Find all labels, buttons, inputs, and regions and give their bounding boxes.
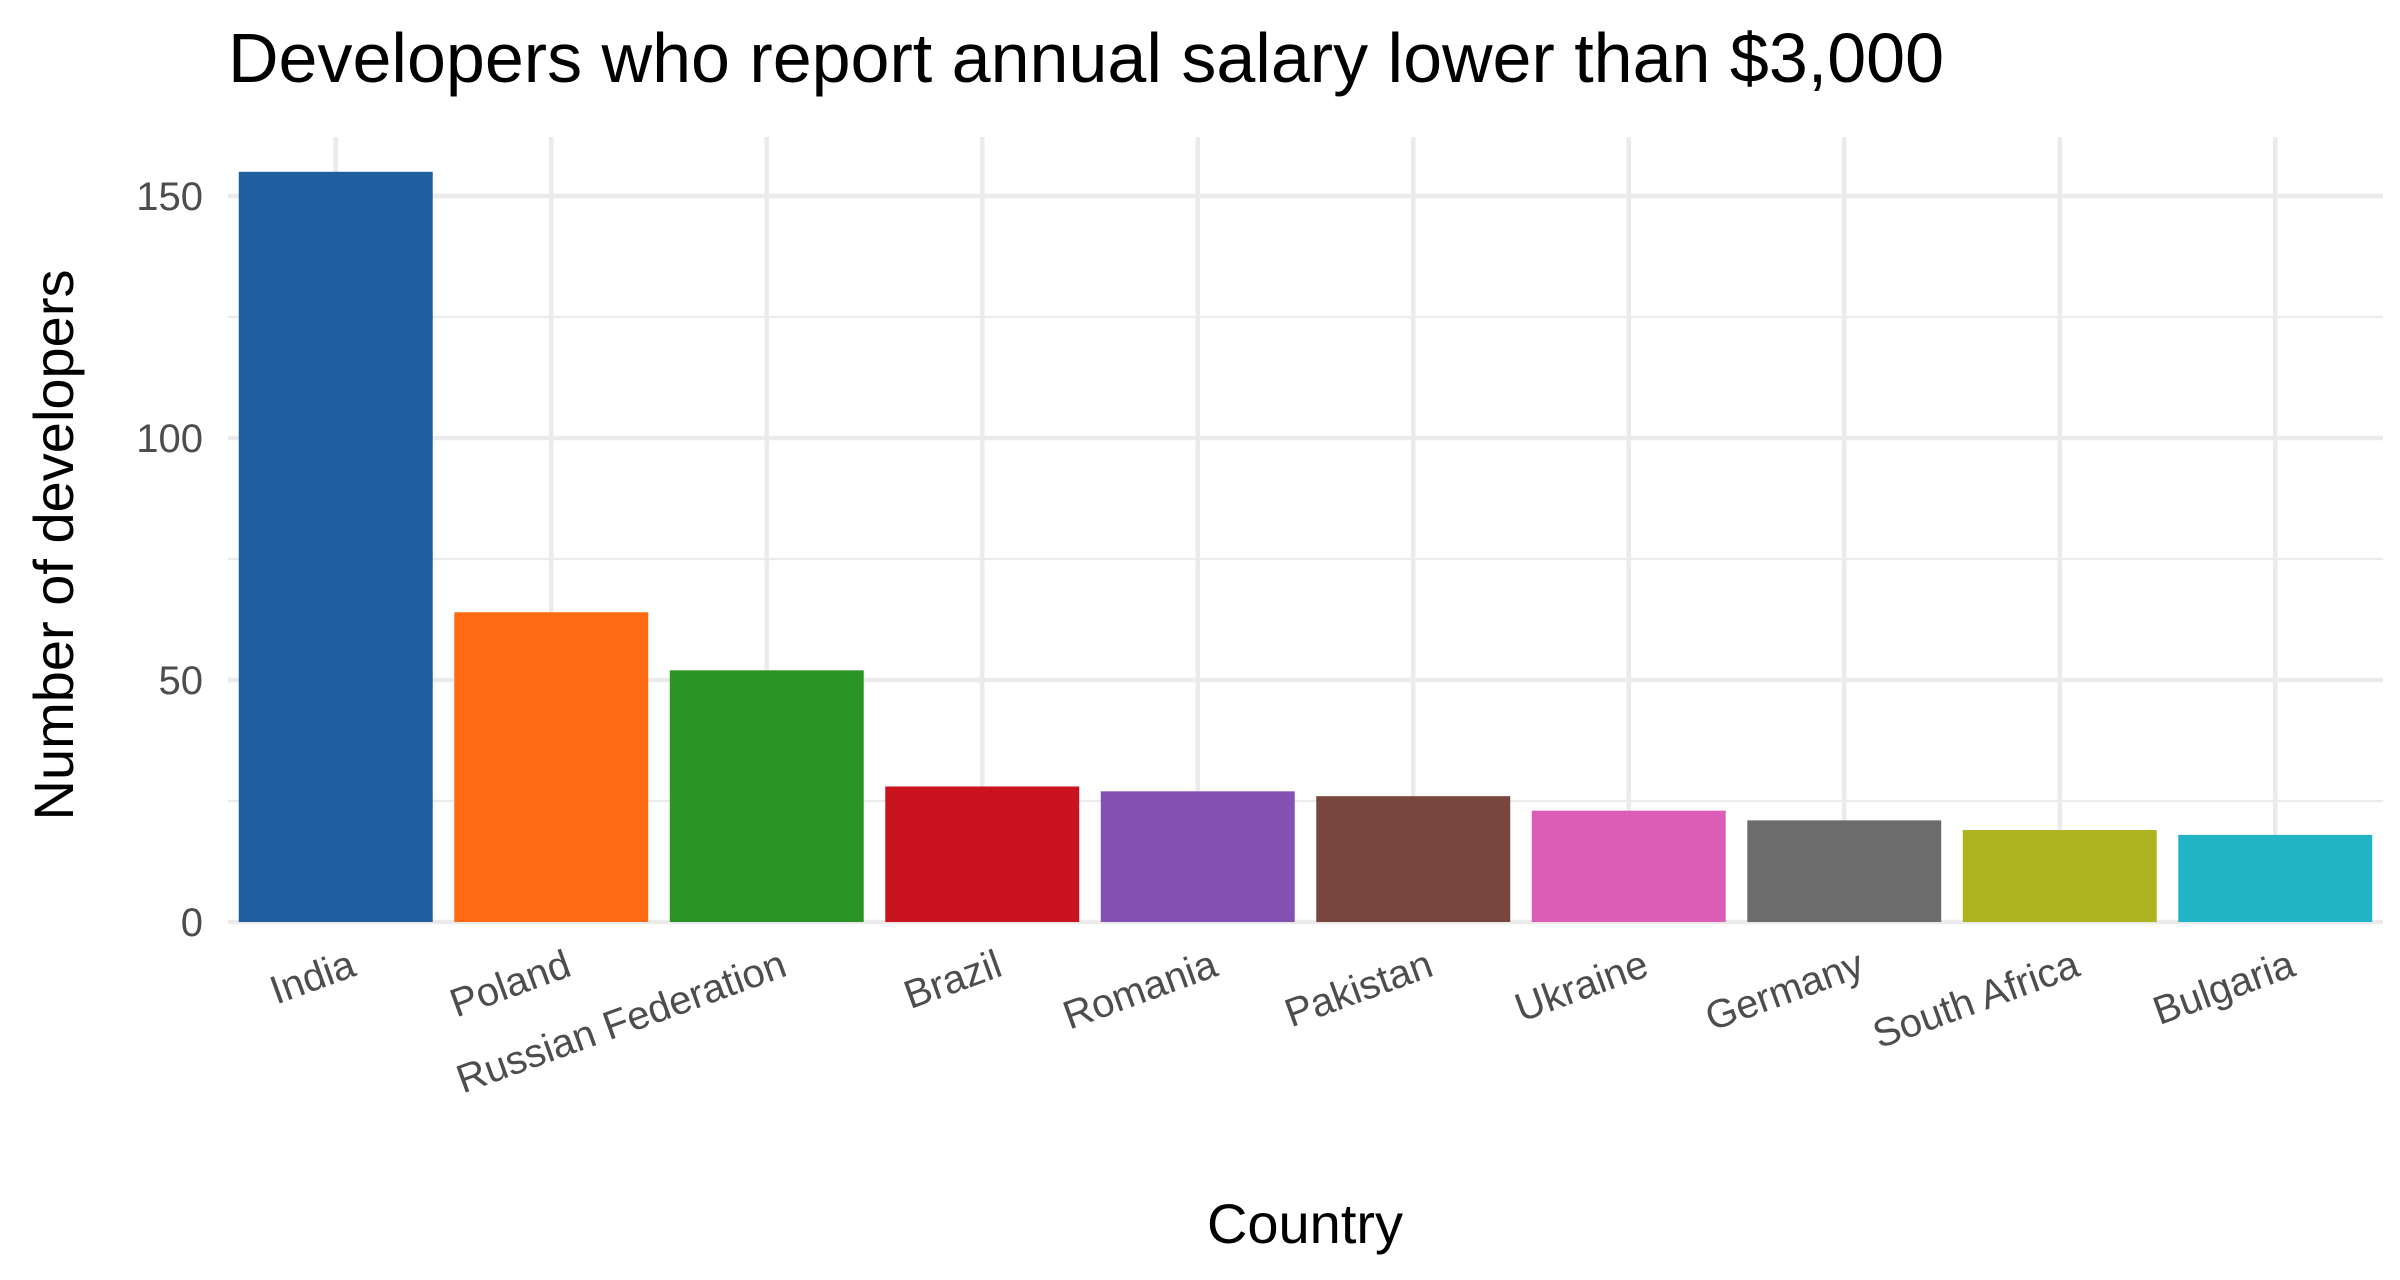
bars xyxy=(238,171,2373,923)
grid-lines xyxy=(228,137,2383,925)
bar-ukraine xyxy=(1531,810,1726,922)
bar-south-africa xyxy=(1962,830,2157,922)
bar-germany xyxy=(1747,820,1942,922)
bar-pakistan xyxy=(1316,796,1511,922)
bar-india xyxy=(238,171,433,923)
y-axis-title: Number of developers xyxy=(22,270,85,821)
y-axis-tick-labels: 0 50 100 150 xyxy=(136,175,203,945)
y-tick-label: 0 xyxy=(181,901,203,945)
x-tick-label: Poland xyxy=(444,942,576,1026)
x-axis-title: Country xyxy=(1207,1192,1403,1255)
y-tick-label: 50 xyxy=(159,659,204,703)
x-tick-label: Bulgaria xyxy=(2147,942,2301,1034)
y-tick-label: 100 xyxy=(136,417,203,461)
bar-brazil xyxy=(885,786,1080,922)
bar-poland xyxy=(454,612,649,922)
bar-bulgaria xyxy=(2178,834,2373,922)
x-tick-label: Romania xyxy=(1057,942,1223,1038)
x-tick-label: South Africa xyxy=(1867,942,2085,1057)
x-tick-label: Brazil xyxy=(898,942,1007,1018)
bar-russian-federation xyxy=(669,670,864,922)
bar-romania xyxy=(1100,791,1295,922)
x-tick-label: Pakistan xyxy=(1279,942,1438,1036)
chart-title: Developers who report annual salary lowe… xyxy=(228,19,1944,97)
x-tick-label: India xyxy=(264,942,361,1013)
x-tick-label: Ukraine xyxy=(1509,942,1654,1030)
y-tick-label: 150 xyxy=(136,175,203,219)
x-tick-label: Germany xyxy=(1700,942,1870,1040)
